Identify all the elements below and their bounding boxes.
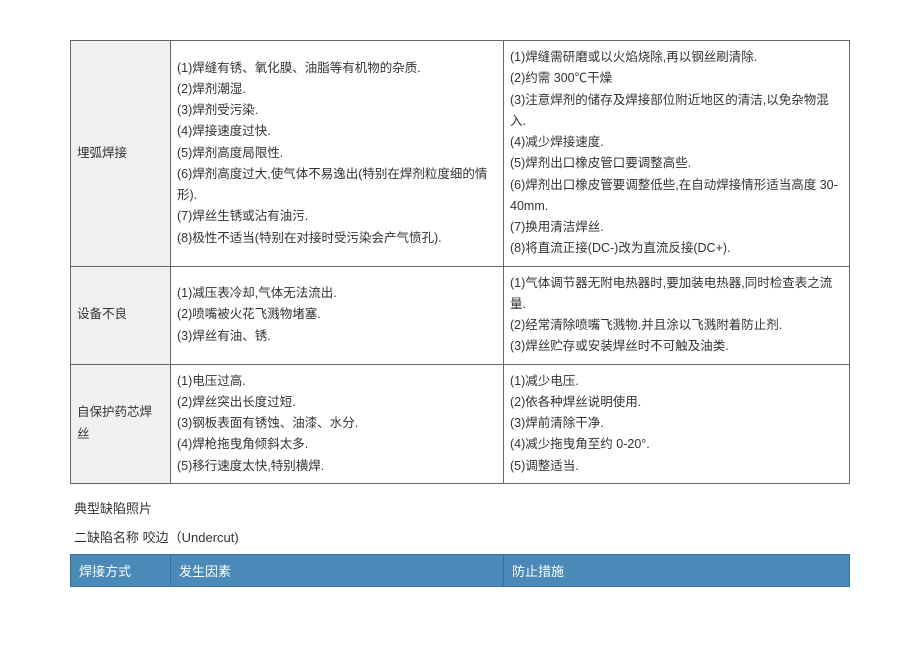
table-row: 自保护药芯焊丝 (1)电压过高. (2)焊丝突出长度过短. (3)钢板表面有锈蚀… (71, 364, 850, 483)
causes-cell: (1)电压过高. (2)焊丝突出长度过短. (3)钢板表面有锈蚀、油漆、水分. … (171, 364, 504, 483)
table-row: 设备不良 (1)减压表冷却,气体无法流出. (2)喷嘴被火花飞溅物堵塞. (3)… (71, 266, 850, 364)
cell-line: (2)依各种焊丝说明使用. (510, 392, 843, 413)
cell-line: (5)调整适当. (510, 456, 843, 477)
row-label: 埋弧焊接 (71, 41, 171, 267)
page-content: 埋弧焊接 (1)焊缝有锈、氧化膜、油脂等有机物的杂质. (2)焊剂潮湿. (3)… (70, 40, 850, 587)
cell-line: (6)焊剂高度过大,使气体不易逸出(特别在焊剂粒度细的情形). (177, 164, 497, 207)
cell-line: (8)将直流正接(DC-)改为直流反接(DC+). (510, 238, 843, 259)
cell-line: (1)气体调节器无附电热器时,要加装电热器,同时检查表之流量. (510, 273, 843, 316)
cell-line: (4)焊枪拖曳角倾斜太多. (177, 434, 497, 455)
cell-line: (7)换用清洁焊丝. (510, 217, 843, 238)
cell-line: (1)电压过高. (177, 371, 497, 392)
cell-line: (3)焊丝贮存或安装焊丝时不可触及油类. (510, 336, 843, 357)
defect-table-2-header: 焊接方式 发生因素 防止措施 (70, 554, 850, 587)
cell-line: (2)焊丝突出长度过短. (177, 392, 497, 413)
cell-line: (5)焊剂出口橡皮管口要调整高些. (510, 153, 843, 174)
cell-line: (7)焊丝生锈或沾有油污. (177, 206, 497, 227)
cell-line: (1)焊缝有锈、氧化膜、油脂等有机物的杂质. (177, 58, 497, 79)
cell-line: (2)约需 300℃干燥 (510, 68, 843, 89)
measures-cell: (1)气体调节器无附电热器时,要加装电热器,同时检查表之流量. (2)经常清除喷… (504, 266, 850, 364)
causes-cell: (1)减压表冷却,气体无法流出. (2)喷嘴被火花飞溅物堵塞. (3)焊丝有油、… (171, 266, 504, 364)
header-col-method: 焊接方式 (71, 554, 171, 586)
header-row: 焊接方式 发生因素 防止措施 (71, 554, 850, 586)
cell-line: (2)经常清除喷嘴飞溅物.并且涂以飞溅附着防止剂. (510, 315, 843, 336)
cell-line: (1)减压表冷却,气体无法流出. (177, 283, 497, 304)
caption-text: 典型缺陷照片 (74, 498, 850, 517)
cell-line: (3)钢板表面有锈蚀、油漆、水分. (177, 413, 497, 434)
row-label: 自保护药芯焊丝 (71, 364, 171, 483)
cell-line: (3)焊前清除干净. (510, 413, 843, 434)
cell-line: (8)极性不适当(特别在对接时受污染会产气愤孔). (177, 228, 497, 249)
cell-line: (3)焊剂受污染. (177, 100, 497, 121)
causes-cell: (1)焊缝有锈、氧化膜、油脂等有机物的杂质. (2)焊剂潮湿. (3)焊剂受污染… (171, 41, 504, 267)
cell-line: (1)减少电压. (510, 371, 843, 392)
cell-line: (5)焊剂高度局限性. (177, 143, 497, 164)
cell-line: (2)焊剂潮湿. (177, 79, 497, 100)
defect-table-1: 埋弧焊接 (1)焊缝有锈、氧化膜、油脂等有机物的杂质. (2)焊剂潮湿. (3)… (70, 40, 850, 484)
cell-line: (2)喷嘴被火花飞溅物堵塞. (177, 304, 497, 325)
table-row: 埋弧焊接 (1)焊缝有锈、氧化膜、油脂等有机物的杂质. (2)焊剂潮湿. (3)… (71, 41, 850, 267)
cell-line: (4)减少焊接速度. (510, 132, 843, 153)
defect-table-1-body: 埋弧焊接 (1)焊缝有锈、氧化膜、油脂等有机物的杂质. (2)焊剂潮湿. (3)… (71, 41, 850, 484)
subtitle-text: 二缺陷名称 咬边（Undercut) (74, 527, 850, 546)
cell-line: (3)焊丝有油、锈. (177, 326, 497, 347)
cell-line: (4)焊接速度过快. (177, 121, 497, 142)
header-col-cause: 发生因素 (171, 554, 504, 586)
cell-line: (6)焊剂出口橡皮管要调整低些,在自动焊接情形适当高度 30-40mm. (510, 175, 843, 218)
row-label: 设备不良 (71, 266, 171, 364)
measures-cell: (1)焊缝需研磨或以火焰烧除,再以钢丝刷清除. (2)约需 300℃干燥 (3)… (504, 41, 850, 267)
header-col-measure: 防止措施 (504, 554, 850, 586)
measures-cell: (1)减少电压. (2)依各种焊丝说明使用. (3)焊前清除干净. (4)减少拖… (504, 364, 850, 483)
cell-line: (1)焊缝需研磨或以火焰烧除,再以钢丝刷清除. (510, 47, 843, 68)
cell-line: (3)注意焊剂的储存及焊接部位附近地区的清洁,以免杂物混入. (510, 90, 843, 133)
cell-line: (5)移行速度太快,特别横焊. (177, 456, 497, 477)
cell-line: (4)减少拖曳角至约 0-20°. (510, 434, 843, 455)
